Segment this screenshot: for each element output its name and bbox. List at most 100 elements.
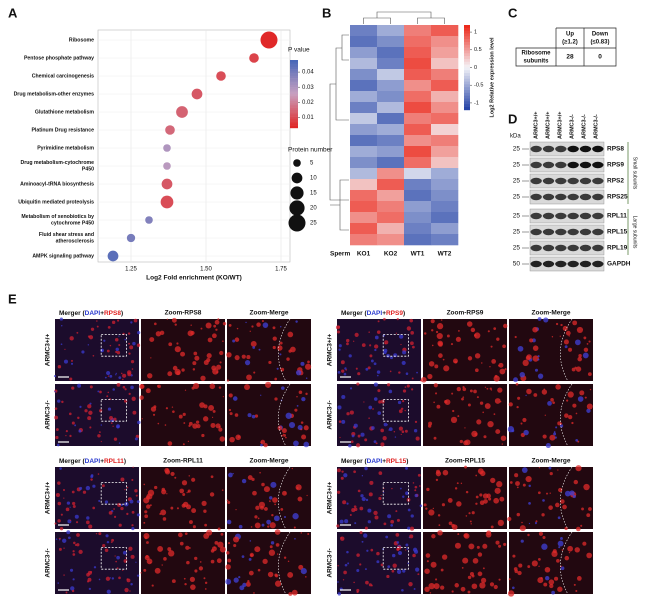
fluorescence (154, 485, 158, 490)
fluorescence (287, 572, 294, 578)
fluorescence (359, 563, 362, 566)
size-legend-dot (293, 159, 301, 167)
fluorescence (487, 420, 494, 428)
zoom-box (100, 334, 127, 357)
fluorescence (181, 480, 188, 486)
fluorescence (297, 496, 303, 502)
fluorescence (455, 336, 462, 342)
fluorescence (186, 491, 188, 494)
fluorescence (571, 367, 576, 372)
fluorescence (396, 518, 400, 522)
fluorescence (480, 470, 486, 477)
fluorescence (537, 358, 540, 361)
fluorescence (551, 590, 555, 595)
fluorescence (118, 376, 122, 380)
fluorescence (268, 360, 272, 365)
heatmap-cell (404, 212, 432, 224)
heatmap-cell (431, 179, 459, 191)
heatmap-cell (404, 36, 432, 48)
fluorescence (188, 475, 190, 477)
fluorescence (407, 526, 411, 530)
fluorescence (263, 506, 268, 511)
fluorescence (493, 497, 500, 504)
fluorescence (69, 377, 73, 381)
fluorescence (295, 320, 298, 323)
fluorescence (282, 490, 287, 496)
fluorescence (293, 526, 296, 529)
fluorescence (376, 551, 380, 556)
fluorescence (113, 437, 118, 441)
fluorescence (469, 389, 473, 393)
heatmap-cell (350, 91, 378, 103)
fluorescence (179, 488, 185, 494)
heatmap-cell (431, 223, 459, 235)
fluorescence (335, 325, 340, 330)
fluorescence (253, 371, 256, 374)
fluorescence (101, 484, 105, 488)
blot-band (542, 145, 555, 153)
fluorescence (406, 384, 410, 388)
fluorescence (429, 592, 432, 594)
fluorescence (576, 526, 581, 532)
fluorescence (122, 385, 126, 389)
colorbar-tick-label: 1 (474, 30, 477, 36)
colorbar-cell (464, 104, 470, 108)
fluorescence (508, 402, 513, 407)
fluorescence (548, 505, 553, 510)
fluorescence (168, 550, 175, 557)
blot-band (530, 161, 542, 169)
colorbar-cell (464, 61, 470, 65)
fluorescence (372, 408, 374, 410)
fluorescence (337, 592, 341, 596)
fluorescence (452, 358, 458, 364)
fluorescence (357, 372, 361, 376)
fluorescence (521, 467, 528, 473)
fluorescence (100, 440, 102, 443)
blot-band (530, 193, 542, 201)
zoom-header: Zoom-RPS8 (165, 310, 202, 317)
fluorescence (66, 530, 71, 535)
fluorescence (354, 332, 359, 337)
micrograph (423, 384, 507, 446)
fluorescence (441, 554, 448, 560)
fluorescence (131, 524, 134, 527)
panel-letter: D (508, 111, 517, 126)
heatmap-cell (377, 25, 405, 37)
zoom-box (100, 482, 127, 505)
zoom-box (382, 334, 409, 357)
fluorescence (378, 496, 382, 501)
fluorescence (252, 346, 256, 349)
fluorescence (222, 321, 227, 326)
fluorescence (356, 382, 360, 386)
fluorescence (55, 428, 59, 431)
heatmap-cell (431, 168, 459, 180)
fluorescence (305, 576, 307, 578)
fluorescence (124, 388, 127, 391)
fluorescence (215, 328, 218, 331)
fluorescence (246, 355, 251, 360)
fluorescence (98, 532, 102, 536)
fluorescence (560, 537, 563, 540)
fluorescence (402, 389, 407, 393)
colorbar-tick-label: -1 (474, 100, 479, 106)
fluorescence (404, 409, 406, 412)
band-label: RPS8 (607, 146, 624, 153)
fluorescence (568, 347, 573, 352)
fluorescence (416, 371, 418, 374)
fluorescence (496, 337, 500, 341)
fluorescence (260, 441, 263, 444)
colorbar-cell (290, 103, 298, 106)
header-part: + (382, 310, 386, 317)
colorbar-cell (464, 92, 470, 97)
fluorescence (387, 514, 392, 519)
fluorescence (304, 363, 312, 370)
fluorescence (234, 355, 240, 361)
size-legend-label: 10 (310, 176, 317, 182)
fluorescence (410, 514, 414, 518)
fluorescence (219, 436, 226, 442)
fluorescence (444, 400, 448, 404)
fluorescence (573, 479, 579, 485)
fluorescence (200, 375, 206, 381)
fluorescence (162, 517, 167, 521)
fluorescence (415, 567, 420, 572)
